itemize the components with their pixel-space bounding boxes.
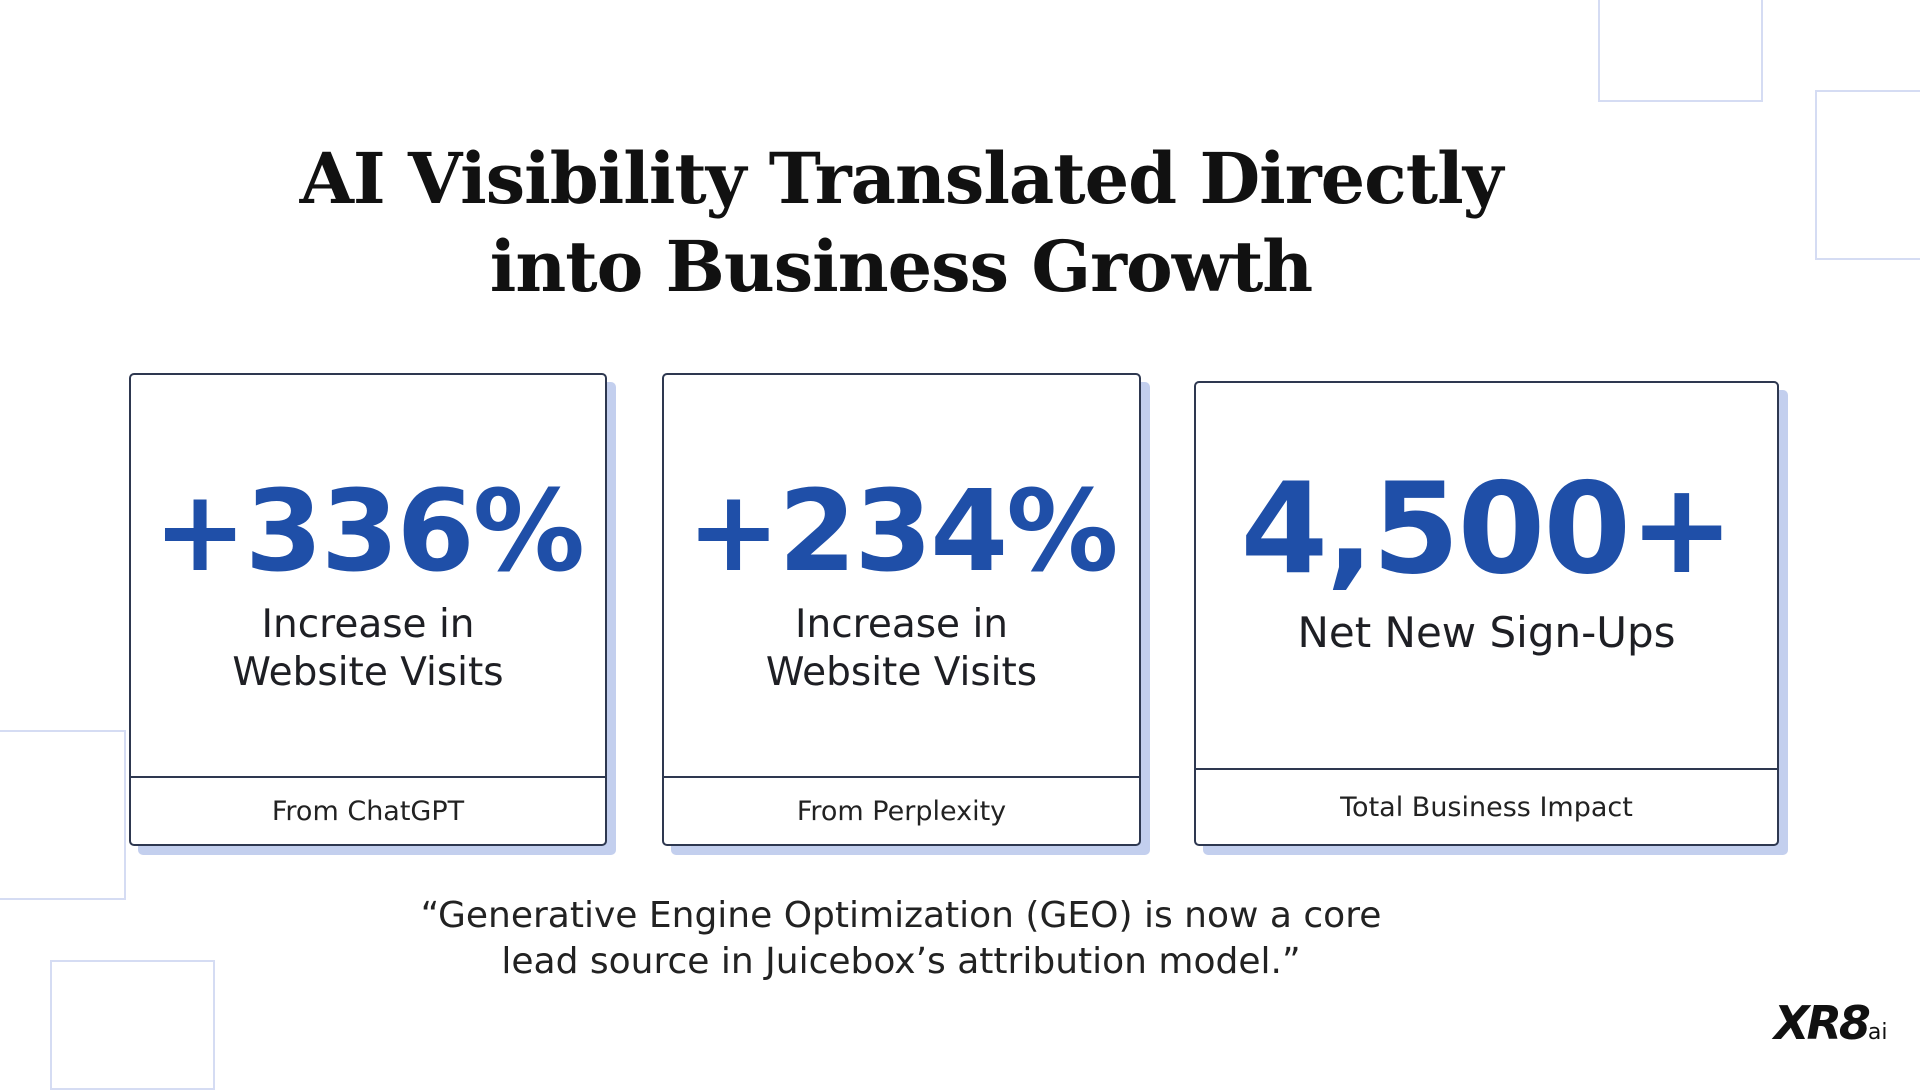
stat-label: Increase in Website Visits [232, 602, 504, 695]
stat-value: 4,500+ [1240, 455, 1734, 602]
stat-source: From ChatGPT [131, 776, 605, 844]
stat-label: Net New Sign-Ups [1297, 608, 1676, 657]
quote: “Generative Engine Optimization (GEO) is… [420, 895, 1382, 982]
stat-source: From Perplexity [664, 776, 1139, 844]
stat-value: +234% [686, 467, 1119, 597]
logo: XR8ai [1774, 996, 1888, 1050]
logo-mark: XR8 [1774, 996, 1871, 1050]
title-line: AI Visibility Translated Directly [299, 137, 1504, 220]
stat-card: 4,500+ Net New Sign-Ups Total Business I… [1194, 381, 1779, 846]
decor-square [1815, 90, 1920, 260]
stat-label: Increase in Website Visits [765, 602, 1038, 695]
title-line: into Business Growth [489, 225, 1313, 308]
stat-source: Total Business Impact [1196, 768, 1777, 844]
stat-card: +234% Increase in Website Visits From Pe… [662, 373, 1141, 846]
stat-card: +336% Increase in Website Visits From Ch… [129, 373, 607, 846]
decor-square [50, 960, 215, 1090]
stat-value: +336% [153, 467, 585, 597]
decor-square [1598, 0, 1763, 102]
logo-suffix: ai [1867, 1020, 1888, 1045]
decor-square [0, 730, 126, 900]
title: AI Visibility Translated Directly into B… [0, 135, 1802, 311]
